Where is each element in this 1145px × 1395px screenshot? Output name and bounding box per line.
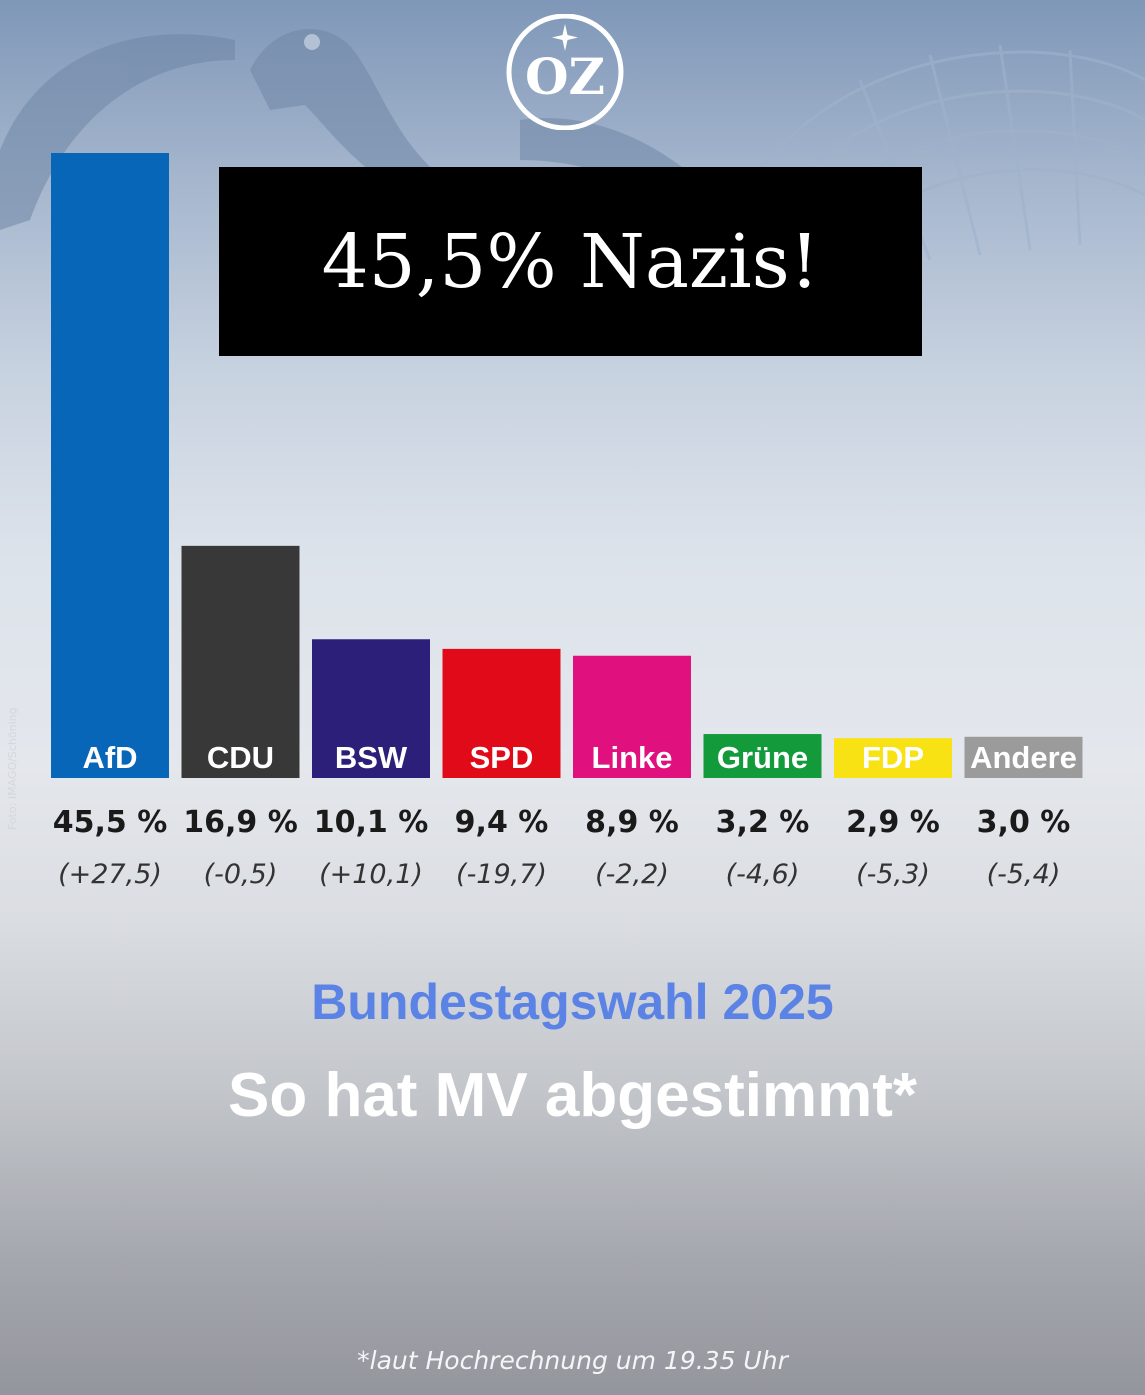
value-label-bsw: 10,1 % — [314, 805, 429, 840]
headline: 45,5% Nazis! — [321, 218, 820, 305]
bar-label-andere: Andere — [970, 740, 1077, 775]
change-label-spd: (-19,7) — [456, 859, 547, 890]
change-label-fdp: (-5,3) — [856, 859, 930, 890]
change-label-grüne: (-4,6) — [726, 859, 800, 890]
bar-chart: AfD 45,5 % (+27,5) CDU 16,9 % (-0,5) BSW 10,1 %… — [51, 153, 1083, 890]
page-title: So hat MV abgestimmt* — [228, 1061, 917, 1130]
change-label-bsw: (+10,1) — [319, 859, 423, 890]
star-icon — [552, 24, 578, 51]
subtitle: Bundestagswahl 2025 — [311, 974, 834, 1030]
bar-label-cdu: CDU — [207, 740, 274, 775]
value-label-fdp: 2,9 % — [846, 805, 940, 840]
value-label-andere: 3,0 % — [977, 805, 1071, 840]
photo-credit: Foto: IMAGO/Schöning — [6, 707, 19, 830]
footnote: *laut Hochrechnung um 19.35 Uhr — [357, 1346, 788, 1375]
bar-bsw — [312, 639, 430, 778]
change-label-andere: (-5,4) — [987, 859, 1061, 890]
change-label-afd: (+27,5) — [58, 859, 162, 890]
oz-logo: OZ — [506, 14, 624, 130]
value-label-cdu: 16,9 % — [183, 805, 298, 840]
headline-box: 45,5% Nazis! — [219, 167, 922, 356]
bar-spd — [442, 648, 561, 778]
bar-label-bsw: BSW — [335, 740, 408, 775]
value-label-grüne: 3,2 % — [716, 805, 810, 840]
bar-andere — [964, 736, 1083, 778]
value-label-afd: 45,5 % — [53, 805, 168, 840]
value-label-spd: 9,4 % — [455, 805, 549, 840]
bar-cdu — [181, 545, 300, 778]
bar-label-grüne: Grüne — [717, 740, 808, 775]
bar-label-spd: SPD — [470, 740, 534, 775]
bar-label-afd: AfD — [82, 740, 137, 775]
logo-text: OZ — [525, 47, 605, 106]
bar-label-fdp: FDP — [862, 740, 924, 775]
bar-fdp — [834, 738, 952, 778]
bar-linke — [573, 655, 691, 778]
change-label-cdu: (-0,5) — [204, 859, 278, 890]
bar-label-linke: Linke — [592, 740, 673, 775]
bar-grüne — [703, 734, 822, 778]
change-label-linke: (-2,2) — [595, 859, 669, 890]
bar-afd — [51, 153, 169, 778]
value-label-linke: 8,9 % — [585, 805, 679, 840]
